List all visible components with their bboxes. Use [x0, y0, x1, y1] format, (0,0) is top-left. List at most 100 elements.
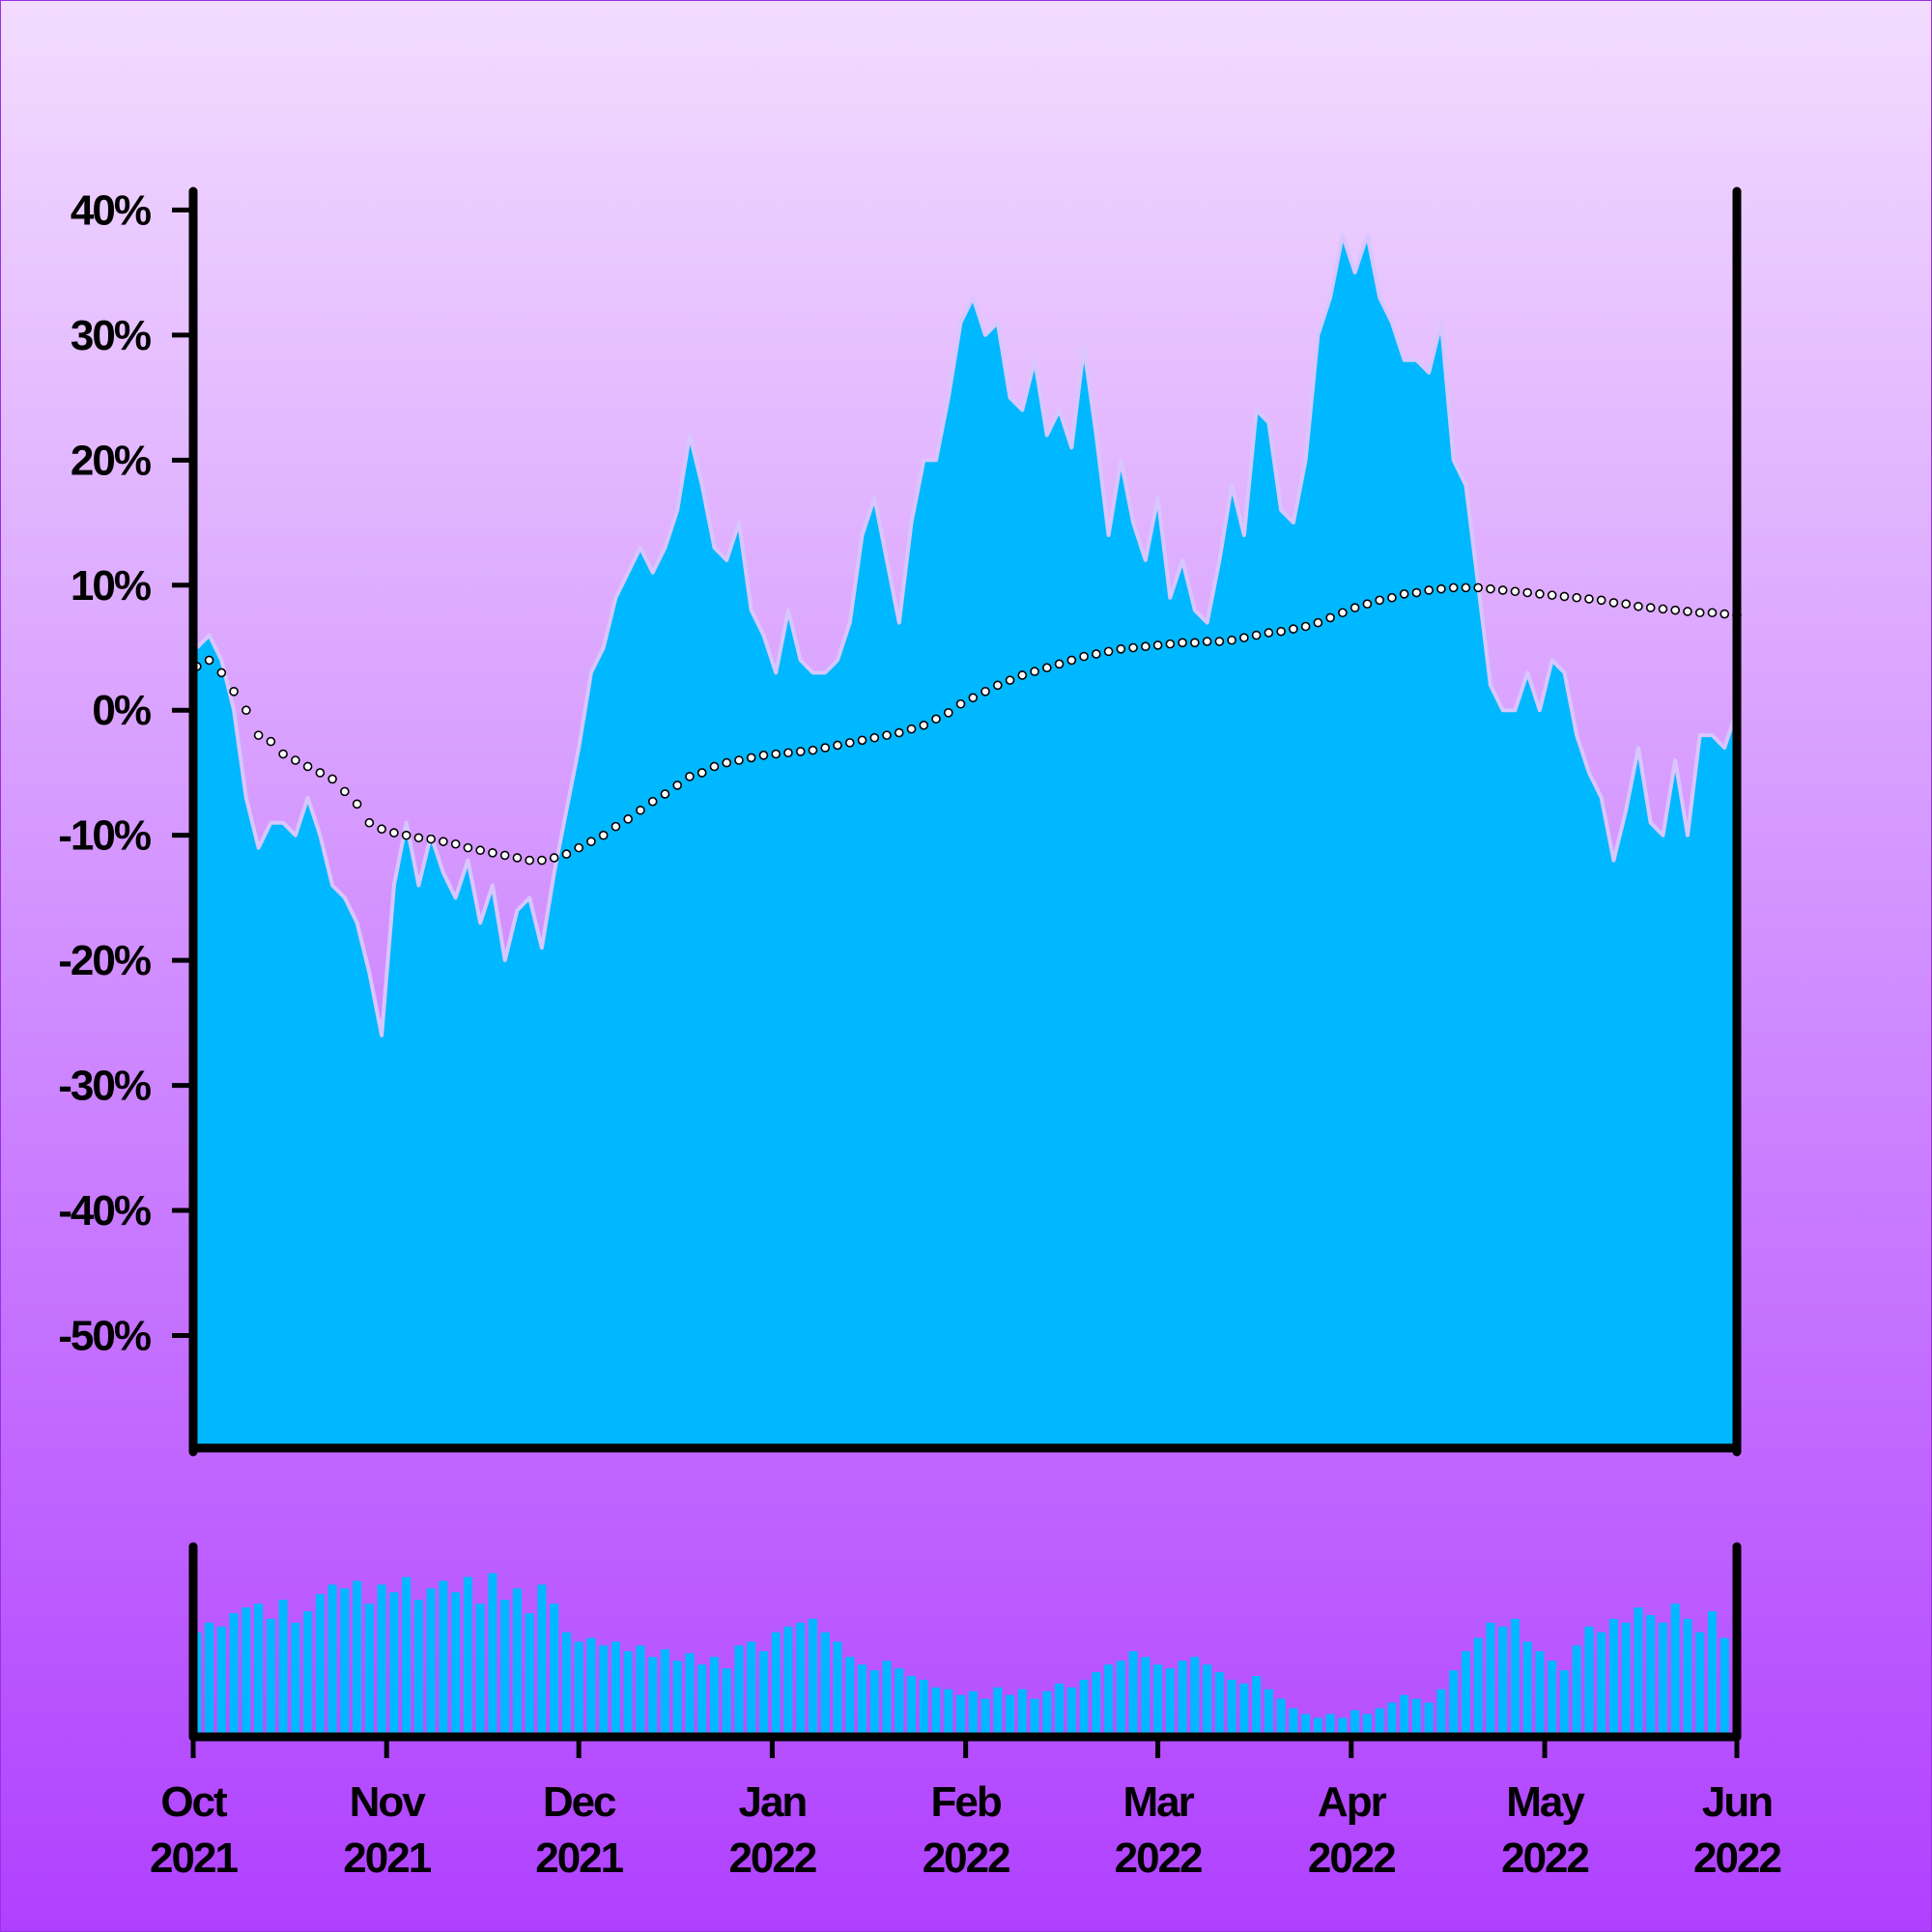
average-dot [696, 768, 707, 778]
volume-bar [1400, 1694, 1409, 1737]
volume-bar [623, 1651, 633, 1737]
volume-bar [1473, 1637, 1483, 1737]
average-dot [709, 761, 720, 772]
average-dot [1584, 594, 1594, 604]
x-tick-label: Nov 2021 [343, 1778, 431, 1882]
volume-bar [500, 1600, 510, 1737]
average-dot [1424, 585, 1434, 595]
average-dot [1313, 617, 1323, 628]
volume-bar [1178, 1661, 1187, 1737]
volume-bar [660, 1649, 669, 1737]
volume-bar [1325, 1714, 1335, 1737]
volume-bar [1116, 1661, 1125, 1737]
average-dot [488, 848, 497, 858]
volume-bar [771, 1632, 781, 1737]
y-tick-label: 20% [71, 437, 151, 484]
average-dot [278, 749, 288, 759]
volume-bar [820, 1632, 830, 1737]
average-dot [623, 814, 633, 824]
y-tick-label: 30% [71, 312, 151, 359]
volume-bar [1055, 1683, 1065, 1737]
volume-bar [1486, 1622, 1495, 1737]
volume-bar [993, 1687, 1003, 1737]
average-dot [1178, 638, 1187, 648]
average-dot [1694, 608, 1705, 618]
average-dot [439, 837, 448, 846]
volume-bar [1350, 1710, 1360, 1737]
area [196, 235, 1737, 1448]
volume-bar [1362, 1714, 1372, 1737]
average-dot [315, 768, 326, 778]
average-dot [1535, 589, 1545, 599]
volume-bar [574, 1641, 583, 1737]
volume-bar [882, 1661, 892, 1737]
volume-bar [1128, 1651, 1138, 1737]
volume-bar [1017, 1689, 1027, 1737]
average-dot [302, 761, 313, 772]
volume-bar [389, 1592, 399, 1737]
average-dot [204, 655, 214, 666]
volume-bar [1289, 1708, 1298, 1737]
average-dot [758, 751, 769, 760]
volume-bar [1066, 1687, 1076, 1737]
volume-bar [1190, 1657, 1200, 1737]
volume-bar [303, 1610, 313, 1737]
average-dot [1239, 633, 1249, 642]
average-dot [980, 687, 990, 696]
average-dot [1719, 609, 1730, 619]
volume-bar [537, 1584, 547, 1737]
average-dot [955, 698, 966, 709]
volume-bar [426, 1588, 436, 1737]
average-dot [364, 817, 375, 828]
volume-bar [968, 1690, 978, 1737]
volume-bar [783, 1626, 793, 1737]
average-dot [1683, 607, 1692, 616]
volume-bar [340, 1588, 350, 1737]
x-tick-label: Oct 2021 [150, 1778, 238, 1882]
volume-bar [1522, 1641, 1532, 1737]
volume-bar [697, 1664, 707, 1737]
average-dot [1338, 608, 1348, 618]
volume-bar [525, 1612, 534, 1737]
average-dot [1079, 651, 1089, 662]
volume-bar [1548, 1661, 1557, 1737]
average-dot [291, 755, 300, 765]
volume-bar [648, 1657, 658, 1737]
average-dot [1572, 592, 1582, 603]
volume-bar [1165, 1668, 1175, 1737]
volume-bar [1092, 1672, 1101, 1737]
x-tick-label: May 2022 [1501, 1778, 1588, 1882]
average-dot [242, 705, 251, 716]
average-dot [1128, 642, 1138, 653]
volume-bar [1252, 1675, 1262, 1737]
average-dot [574, 842, 583, 853]
average-dot [1634, 601, 1643, 611]
average-dot [636, 805, 645, 815]
average-dot [389, 828, 399, 838]
average-dot [795, 747, 806, 756]
average-dot [919, 720, 929, 730]
average-dot [549, 853, 559, 863]
average-dot [1350, 603, 1360, 612]
x-tick-label: Jan 2022 [728, 1778, 815, 1882]
average-dot [1103, 646, 1114, 657]
average-dot [561, 849, 572, 859]
x-tick-label: Feb 2022 [923, 1778, 1009, 1882]
volume-bar [1411, 1698, 1421, 1737]
average-dot [1116, 643, 1126, 654]
volume-bar [1559, 1670, 1569, 1737]
volume-bar [550, 1604, 559, 1737]
volume-bar [919, 1679, 928, 1737]
volume-bar [266, 1618, 275, 1737]
average-dot [229, 687, 239, 696]
average-dot [734, 755, 744, 765]
average-dot [377, 824, 386, 835]
average-dot [537, 855, 547, 866]
volume-bar [353, 1580, 362, 1737]
average-dot [1141, 641, 1151, 652]
x-tick-label: Jun 2022 [1693, 1778, 1780, 1882]
volume-bar [796, 1622, 806, 1737]
average-dot [475, 845, 485, 856]
volume-bar [242, 1607, 251, 1737]
